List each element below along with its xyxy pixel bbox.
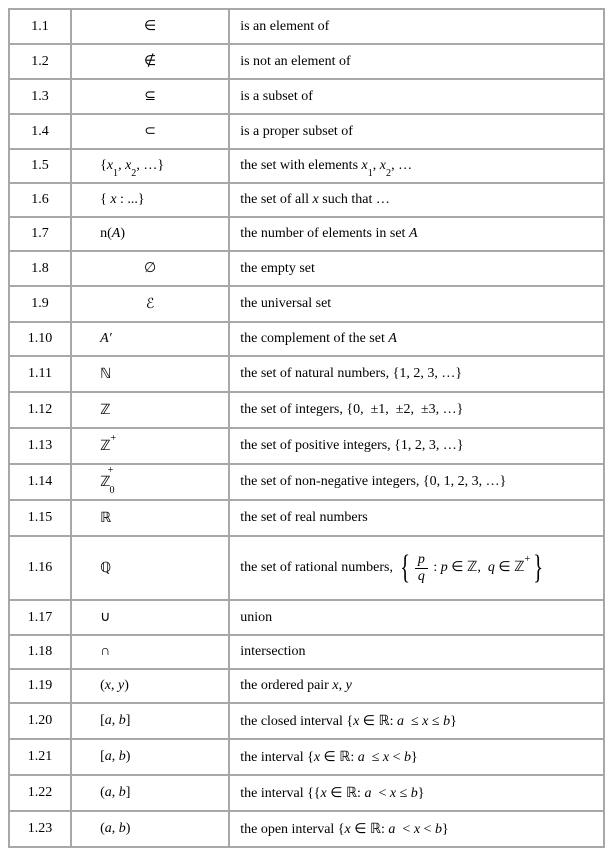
table-row: 1.16ℚthe set of rational numbers, {pq : …	[10, 537, 603, 599]
row-number: 1.10	[10, 323, 70, 355]
table-row: 1.17∪union	[10, 601, 603, 634]
table-row: 1.13ℤ+the set of positive integers, {1, …	[10, 429, 603, 463]
row-description: the set of integers, {0, ±1, ±2, ±3, …}	[230, 393, 603, 427]
row-number: 1.6	[10, 184, 70, 216]
row-symbol: ⊂	[72, 115, 228, 148]
row-description: the set with elements x1, x2, …	[230, 150, 603, 182]
row-number: 1.14	[10, 465, 70, 499]
row-number: 1.23	[10, 812, 70, 846]
table-row: 1.8∅the empty set	[10, 252, 603, 285]
row-description: the set of real numbers	[230, 501, 603, 535]
row-description: union	[230, 601, 603, 634]
table-row: 1.11ℕthe set of natural numbers, {1, 2, …	[10, 357, 603, 391]
row-description: the interval {{x ∈ ℝ: a < x ≤ b}	[230, 776, 603, 810]
row-number: 1.20	[10, 704, 70, 738]
row-description: the set of non-negative integers, {0, 1,…	[230, 465, 603, 499]
notation-table-body: 1.1∈is an element of1.2∉is not an elemen…	[10, 10, 603, 846]
table-row: 1.4⊂is a proper subset of	[10, 115, 603, 148]
row-description: the complement of the set A	[230, 323, 603, 355]
row-number: 1.13	[10, 429, 70, 463]
row-number: 1.16	[10, 537, 70, 599]
table-row: 1.15ℝthe set of real numbers	[10, 501, 603, 535]
row-number: 1.12	[10, 393, 70, 427]
row-description: the set of rational numbers, {pq : p ∈ ℤ…	[230, 537, 603, 599]
row-description: the universal set	[230, 287, 603, 321]
table-row: 1.7n(A)the number of elements in set A	[10, 218, 603, 250]
row-symbol: ℤ+	[72, 429, 228, 463]
table-row: 1.18∩intersection	[10, 636, 603, 668]
row-symbol: ℕ	[72, 357, 228, 391]
row-number: 1.17	[10, 601, 70, 634]
table-row: 1.1∈is an element of	[10, 10, 603, 43]
row-number: 1.11	[10, 357, 70, 391]
row-symbol: A′	[72, 323, 228, 355]
row-description: is not an element of	[230, 45, 603, 78]
row-description: the set of all x such that …	[230, 184, 603, 216]
row-symbol: {x1, x2, …}	[72, 150, 228, 182]
table-row: 1.3⊆is a subset of	[10, 80, 603, 113]
row-number: 1.22	[10, 776, 70, 810]
row-description: intersection	[230, 636, 603, 668]
row-symbol: (a, b)	[72, 812, 228, 846]
row-symbol: (a, b]	[72, 776, 228, 810]
row-number: 1.8	[10, 252, 70, 285]
row-symbol: (x, y)	[72, 670, 228, 702]
row-symbol: ∈	[72, 10, 228, 43]
table-row: 1.19(x, y)the ordered pair x, y	[10, 670, 603, 702]
row-description: the open interval {x ∈ ℝ: a < x < b}	[230, 812, 603, 846]
row-description: the set of positive integers, {1, 2, 3, …	[230, 429, 603, 463]
row-symbol: ℤ0+	[72, 465, 228, 499]
row-description: the interval {x ∈ ℝ: a ≤ x < b}	[230, 740, 603, 774]
table-row: 1.14ℤ0+the set of non-negative integers,…	[10, 465, 603, 499]
table-row: 1.10A′the complement of the set A	[10, 323, 603, 355]
row-symbol: ∪	[72, 601, 228, 634]
row-description: the empty set	[230, 252, 603, 285]
row-description: is a subset of	[230, 80, 603, 113]
notation-table: 1.1∈is an element of1.2∉is not an elemen…	[8, 8, 605, 848]
row-number: 1.15	[10, 501, 70, 535]
row-description: the set of natural numbers, {1, 2, 3, …}	[230, 357, 603, 391]
row-description: is an element of	[230, 10, 603, 43]
row-number: 1.5	[10, 150, 70, 182]
row-symbol: ℚ	[72, 537, 228, 599]
row-symbol: [a, b]	[72, 704, 228, 738]
table-row: 1.12ℤthe set of integers, {0, ±1, ±2, ±3…	[10, 393, 603, 427]
table-row: 1.5{x1, x2, …}the set with elements x1, …	[10, 150, 603, 182]
table-row: 1.2∉is not an element of	[10, 45, 603, 78]
row-number: 1.9	[10, 287, 70, 321]
row-symbol: n(A)	[72, 218, 228, 250]
row-number: 1.1	[10, 10, 70, 43]
row-symbol: ℝ	[72, 501, 228, 535]
row-description: is a proper subset of	[230, 115, 603, 148]
row-symbol: ∩	[72, 636, 228, 668]
row-description: the ordered pair x, y	[230, 670, 603, 702]
table-row: 1.21[a, b)the interval {x ∈ ℝ: a ≤ x < b…	[10, 740, 603, 774]
row-number: 1.7	[10, 218, 70, 250]
row-description: the number of elements in set A	[230, 218, 603, 250]
row-number: 1.4	[10, 115, 70, 148]
row-symbol: [a, b)	[72, 740, 228, 774]
row-number: 1.2	[10, 45, 70, 78]
table-row: 1.6{ x : ...}the set of all x such that …	[10, 184, 603, 216]
row-number: 1.3	[10, 80, 70, 113]
table-row: 1.9ℰthe universal set	[10, 287, 603, 321]
row-symbol: ∅	[72, 252, 228, 285]
table-row: 1.23(a, b)the open interval {x ∈ ℝ: a < …	[10, 812, 603, 846]
row-symbol: ⊆	[72, 80, 228, 113]
row-number: 1.21	[10, 740, 70, 774]
row-symbol: ℤ	[72, 393, 228, 427]
row-number: 1.19	[10, 670, 70, 702]
row-symbol: ℰ	[72, 287, 228, 321]
row-symbol: ∉	[72, 45, 228, 78]
row-description: the closed interval {x ∈ ℝ: a ≤ x ≤ b}	[230, 704, 603, 738]
table-row: 1.20[a, b]the closed interval {x ∈ ℝ: a …	[10, 704, 603, 738]
table-row: 1.22(a, b]the interval {{x ∈ ℝ: a < x ≤ …	[10, 776, 603, 810]
row-number: 1.18	[10, 636, 70, 668]
row-symbol: { x : ...}	[72, 184, 228, 216]
